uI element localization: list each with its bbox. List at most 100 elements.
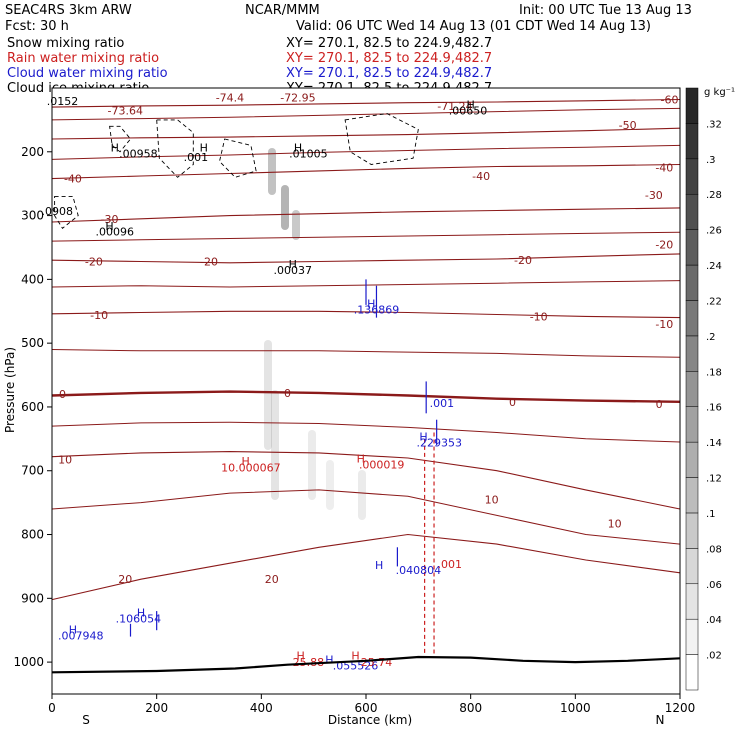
maximum-marker: H — [357, 453, 365, 466]
isotherm-label: 10 — [485, 493, 499, 506]
maximum-marker: H — [105, 220, 113, 233]
isotherm-label: -20 — [514, 254, 532, 267]
isotherm-label: -20 — [655, 238, 673, 251]
isotherm-label: -30 — [645, 189, 663, 202]
y-tick-label: 900 — [21, 591, 44, 605]
isotherm-line — [51, 310, 681, 319]
colorbar-tick-label: .08 — [706, 544, 722, 555]
isotherm-line — [51, 451, 681, 510]
legend-name: Cloud water mixing ratio — [7, 66, 168, 81]
snow-shade — [292, 210, 300, 240]
colorbar-tick-label: .06 — [706, 580, 722, 591]
isotherm-line — [51, 253, 681, 264]
cloud-water-contours — [129, 279, 438, 637]
extremum-value: .106054 — [116, 613, 162, 626]
isotherm-line — [51, 127, 681, 140]
isotherm-label: -40 — [655, 162, 673, 175]
y-tick-label: 700 — [21, 464, 44, 478]
rain-water-contours — [424, 432, 435, 656]
isotherm-label: -74.4 — [216, 92, 244, 105]
snow-shade — [264, 340, 272, 450]
maximum-marker: H — [69, 624, 77, 637]
colorbar-swatch — [685, 335, 699, 372]
isotherm-label: -20 — [85, 256, 103, 269]
colorbar-tick-label: .02 — [706, 651, 722, 662]
maximum-marker: H — [294, 141, 302, 154]
isotherm-label: -10 — [90, 309, 108, 322]
colorbar-tick-label: .14 — [706, 438, 722, 449]
x-tick-label: 1000 — [560, 701, 591, 715]
y-tick-label: 800 — [21, 528, 44, 542]
org-label: NCAR/MMM — [245, 3, 320, 18]
colorbar-tick-label: .1 — [706, 509, 716, 520]
ice-contour — [219, 138, 257, 178]
maximum-marker: H — [325, 654, 333, 667]
extremum-value: .136869 — [354, 303, 400, 316]
colorbar-swatch — [685, 229, 699, 266]
isotherm-label: -10 — [530, 310, 548, 323]
y-tick-label: 400 — [21, 272, 44, 286]
colorbar-swatch — [685, 441, 699, 478]
isotherm-line — [51, 390, 681, 403]
ice-contour — [156, 119, 194, 178]
extremum-value: .00096 — [96, 226, 135, 239]
isotherm-label: 0 — [284, 387, 291, 400]
maximum-marker: H — [351, 650, 359, 663]
colorbar-tick-label: .32 — [706, 119, 722, 130]
maximum-marker: H — [367, 298, 375, 311]
isotherm-line — [51, 144, 681, 160]
isotherm-label: -20 — [200, 256, 218, 269]
isotherm-line — [51, 231, 681, 242]
x-tick-label: 800 — [459, 701, 482, 715]
isotherm-line — [51, 421, 681, 443]
isotherm-line — [51, 207, 681, 223]
y-tick-label: 200 — [21, 145, 44, 159]
colorbar-tick-label: .24 — [706, 261, 722, 272]
north-label: N — [656, 713, 665, 727]
colorbar-swatch — [685, 512, 699, 549]
isotherm-label: -73.64 — [108, 104, 143, 117]
extremum-value: .040804 — [396, 564, 442, 577]
colorbar-swatch — [685, 158, 699, 195]
colorbar-unit: g kg⁻¹ — [704, 87, 735, 98]
colorbar-swatch — [685, 300, 699, 337]
snow-shade — [268, 148, 276, 195]
y-tick-label: 500 — [21, 336, 44, 350]
maximum-marker: H — [200, 141, 208, 154]
colorbar-swatch — [685, 548, 699, 585]
isotherm-label: -60 — [661, 93, 679, 106]
forecast-hour: Fcst: 30 h — [5, 19, 69, 34]
colorbar-tick-label: .16 — [706, 403, 722, 414]
isotherm-label: -40 — [64, 173, 82, 186]
isotherm-label: -72.95 — [280, 92, 315, 105]
isotherm-label: 20 — [265, 573, 279, 586]
colorbar-tick-label: .18 — [706, 367, 722, 378]
maximum-marker: H — [111, 141, 119, 154]
x-tick-label: 600 — [355, 701, 378, 715]
isotherm-label: 0 — [59, 388, 66, 401]
terrain-surface — [51, 655, 681, 674]
colorbar-swatch — [685, 87, 699, 124]
maximum-marker: H — [289, 258, 297, 271]
extremum-value: .0152 — [47, 95, 79, 108]
colorbar-swatch — [685, 654, 699, 691]
colorbar-tick-label: .04 — [706, 615, 722, 626]
y-tick-label: 300 — [21, 209, 44, 223]
colorbar-swatch — [685, 618, 699, 655]
maximum-marker: H — [296, 650, 304, 663]
extremum-value: .00037 — [273, 264, 312, 277]
extremum-value: .00650 — [449, 104, 488, 117]
colorbar-swatch — [685, 264, 699, 301]
extremum-value: .229353 — [417, 437, 463, 450]
extremum-value: .001 — [430, 397, 455, 410]
isotherm-line — [51, 163, 681, 180]
init-time: Init: 00 UTC Tue 13 Aug 13 — [519, 3, 692, 18]
colorbar-tick-label: .2 — [706, 332, 716, 343]
plot-area: -60 -50 -40 -40 -40 -30 -30 -20 -20 -20 -20 -10 -10 -… — [13, 87, 695, 715]
x-tick-label: 0 — [48, 701, 56, 715]
snow-shade — [326, 460, 334, 510]
extremum-value: 10.000067 — [221, 462, 281, 475]
x-axis-label: Distance (km) — [328, 713, 412, 727]
isotherm-label: -40 — [472, 170, 490, 183]
ice-contour — [344, 113, 419, 165]
